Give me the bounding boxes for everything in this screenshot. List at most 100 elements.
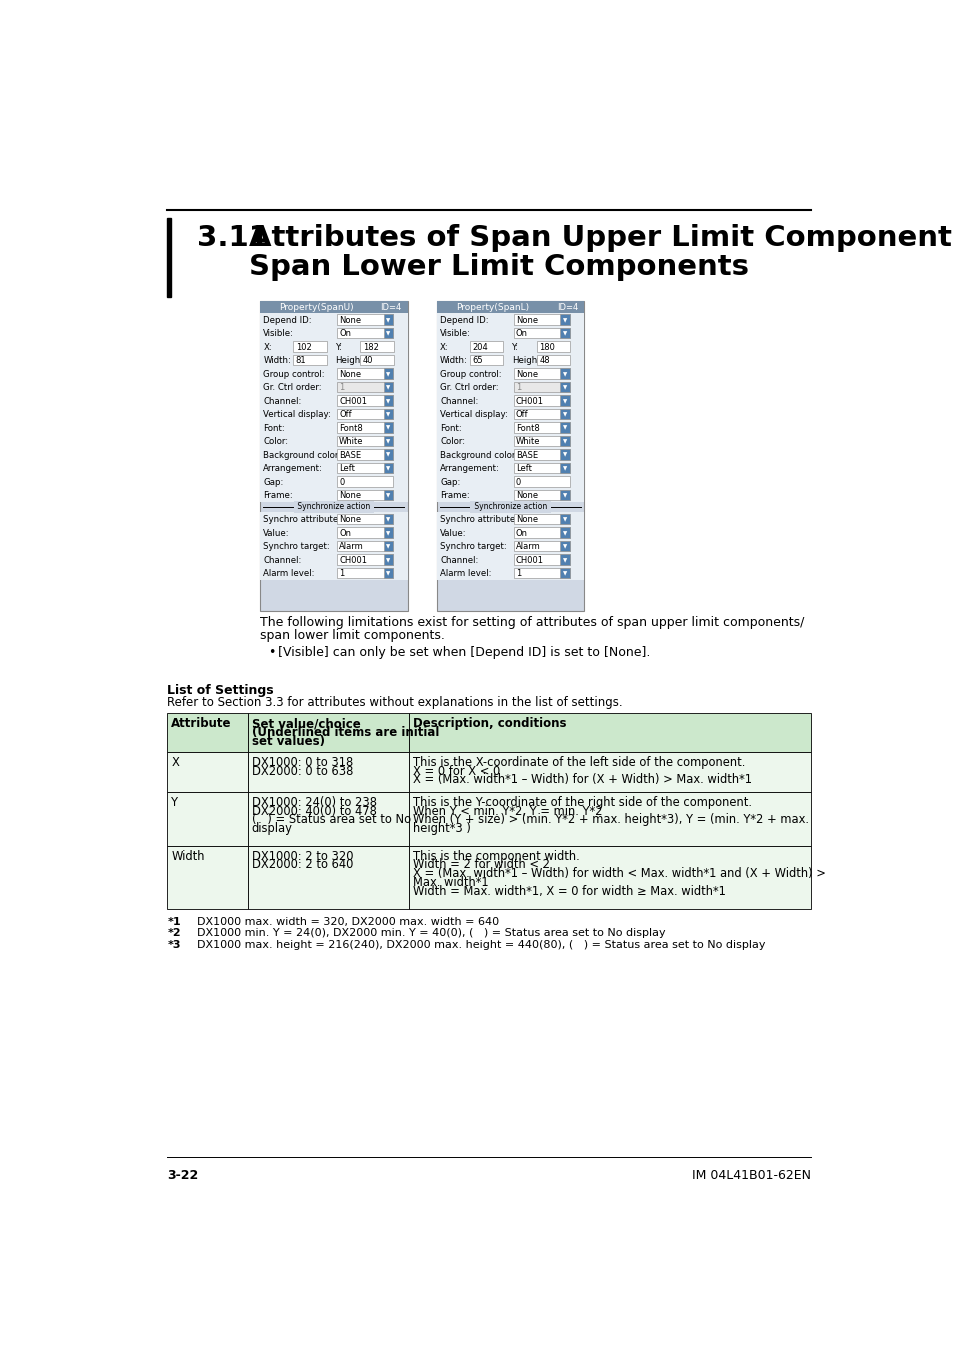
Bar <box>559 423 569 432</box>
Bar <box>470 355 503 366</box>
Bar <box>537 355 570 366</box>
Text: *3: *3 <box>167 940 181 949</box>
Text: [Visible] can only be set when [Depend ID] is set to [None].: [Visible] can only be set when [Depend I… <box>278 645 650 659</box>
Bar <box>383 396 393 406</box>
Bar <box>436 313 583 327</box>
Bar <box>260 489 407 502</box>
Text: (Underlined items are initial: (Underlined items are initial <box>252 726 438 738</box>
Text: ID=4: ID=4 <box>557 302 578 312</box>
Text: ▼: ▼ <box>386 544 390 549</box>
Text: Max. width*1: Max. width*1 <box>413 876 488 890</box>
Text: Group control:: Group control: <box>263 370 325 379</box>
Bar <box>436 462 583 475</box>
Text: Synchronize action: Synchronize action <box>472 502 549 512</box>
Bar <box>383 490 393 500</box>
Text: None: None <box>516 491 537 500</box>
Text: ▼: ▼ <box>562 466 566 471</box>
Text: Width:: Width: <box>439 356 468 366</box>
Bar <box>260 435 407 448</box>
Text: 1: 1 <box>339 570 344 578</box>
Text: Gr. Ctrl order:: Gr. Ctrl order: <box>439 383 498 393</box>
Bar <box>260 552 407 566</box>
Text: Arrangement:: Arrangement: <box>439 464 499 472</box>
Text: Alarm: Alarm <box>339 543 363 551</box>
Text: Width = 2 for width < 2: Width = 2 for width < 2 <box>413 859 549 872</box>
Text: ▼: ▼ <box>386 331 390 336</box>
Text: *2: *2 <box>167 929 181 938</box>
Text: Set value/choice: Set value/choice <box>252 717 360 730</box>
Text: White: White <box>516 437 539 447</box>
Text: height*3 ): height*3 ) <box>413 822 471 836</box>
Bar <box>436 394 583 408</box>
Text: Off: Off <box>339 410 352 420</box>
Text: On: On <box>339 529 351 537</box>
Text: This is the X-coordinate of the left side of the component.: This is the X-coordinate of the left sid… <box>413 756 744 768</box>
Text: Width: Width <box>171 849 205 863</box>
Text: This is the Y-coordinate of the right side of the component.: This is the Y-coordinate of the right si… <box>413 795 751 809</box>
Bar <box>336 477 393 486</box>
Text: set values): set values) <box>252 734 324 748</box>
Bar <box>248 713 409 752</box>
Text: BASE: BASE <box>516 451 537 460</box>
Text: Description, conditions: Description, conditions <box>413 717 566 730</box>
Text: None: None <box>339 491 361 500</box>
Bar <box>260 462 407 475</box>
Text: List of Settings: List of Settings <box>167 684 274 697</box>
Bar <box>167 219 171 297</box>
Text: ▼: ▼ <box>562 439 566 444</box>
Text: ▼: ▼ <box>562 385 566 390</box>
Text: Font:: Font: <box>263 424 285 433</box>
Text: 3.11: 3.11 <box>196 224 269 251</box>
Bar <box>336 514 393 524</box>
Bar <box>513 568 569 578</box>
Bar <box>336 436 393 446</box>
Text: ▼: ▼ <box>562 517 566 522</box>
Bar <box>383 541 393 551</box>
Bar <box>383 450 393 459</box>
Bar <box>559 528 569 537</box>
Text: 180: 180 <box>538 343 555 352</box>
Bar <box>436 340 583 354</box>
Text: Gr. Ctrl order:: Gr. Ctrl order: <box>263 383 322 393</box>
Bar <box>436 367 583 381</box>
Bar <box>336 396 393 406</box>
Bar <box>436 408 583 421</box>
Bar <box>513 315 569 325</box>
Bar <box>559 396 569 406</box>
Text: DX2000: 2 to 640: DX2000: 2 to 640 <box>252 859 353 872</box>
Text: Off: Off <box>516 410 528 420</box>
Bar <box>559 315 569 325</box>
Text: 40: 40 <box>362 356 373 366</box>
Bar <box>513 463 569 472</box>
Text: Synchro target:: Synchro target: <box>439 543 506 551</box>
Bar <box>409 845 810 909</box>
Bar <box>260 421 407 435</box>
Bar <box>559 463 569 472</box>
Text: ▼: ▼ <box>386 531 390 536</box>
Bar <box>436 421 583 435</box>
Text: ▼: ▼ <box>562 371 566 377</box>
Text: Visible:: Visible: <box>263 329 294 339</box>
Bar <box>436 327 583 340</box>
Text: When Y < min. Y*2, Y = min. Y*2: When Y < min. Y*2, Y = min. Y*2 <box>413 805 602 818</box>
Text: 81: 81 <box>295 356 306 366</box>
Text: ▼: ▼ <box>562 425 566 431</box>
Text: 1: 1 <box>516 383 520 393</box>
Bar <box>559 514 569 524</box>
Text: CH001: CH001 <box>339 397 367 406</box>
Text: Property(SpanU): Property(SpanU) <box>278 302 354 312</box>
Text: Font:: Font: <box>439 424 461 433</box>
Bar <box>559 541 569 551</box>
Text: CH001: CH001 <box>516 397 543 406</box>
Bar <box>513 328 569 339</box>
Text: ▼: ▼ <box>562 319 566 323</box>
Text: Synchro attribute:: Synchro attribute: <box>439 516 517 524</box>
Bar <box>383 463 393 472</box>
Bar <box>513 382 569 393</box>
Bar <box>260 354 407 367</box>
Text: display: display <box>252 822 293 836</box>
Text: 48: 48 <box>538 356 550 366</box>
Bar <box>167 713 248 752</box>
Text: 182: 182 <box>362 343 378 352</box>
Bar <box>294 355 326 366</box>
